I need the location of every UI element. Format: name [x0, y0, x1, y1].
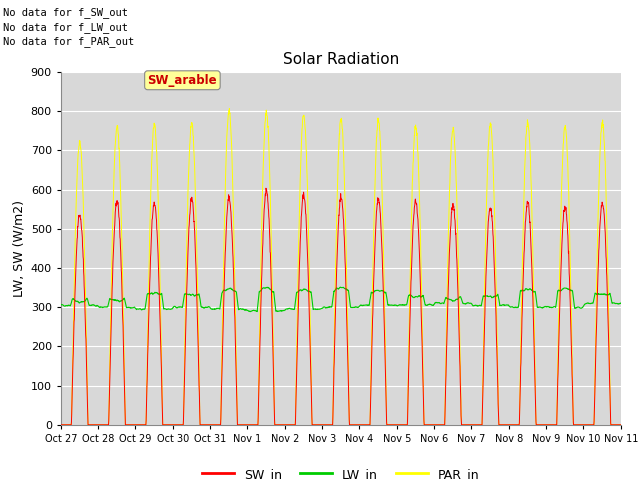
Legend: SW_in, LW_in, PAR_in: SW_in, LW_in, PAR_in: [197, 463, 484, 480]
Text: No data for f_LW_out: No data for f_LW_out: [3, 22, 128, 33]
Title: Solar Radiation: Solar Radiation: [283, 52, 399, 67]
Text: No data for f_SW_out: No data for f_SW_out: [3, 7, 128, 18]
Text: No data for f_PAR_out: No data for f_PAR_out: [3, 36, 134, 47]
Text: SW_arable: SW_arable: [148, 74, 217, 87]
Y-axis label: LW, SW (W/m2): LW, SW (W/m2): [12, 200, 25, 297]
